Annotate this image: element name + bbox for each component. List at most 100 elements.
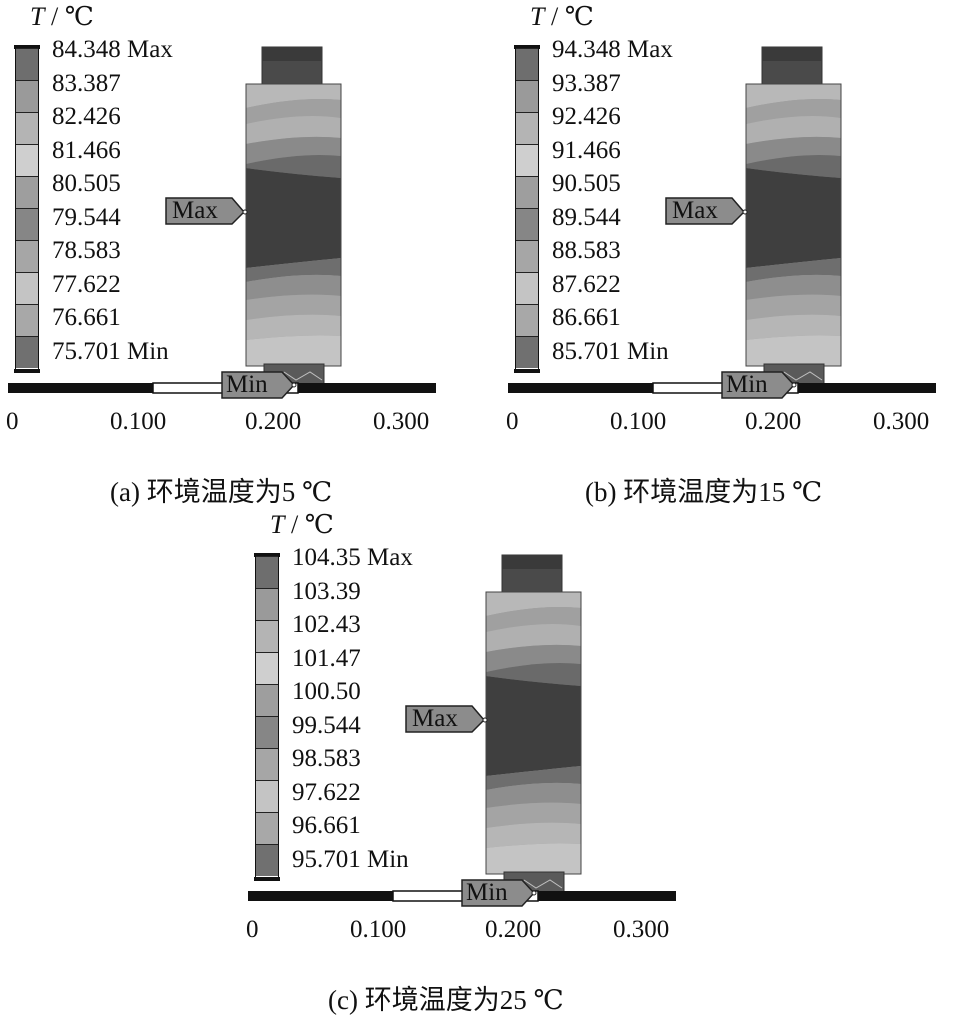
axis-tick-1: 0.100 bbox=[110, 408, 167, 435]
shaft-top-neck-dark bbox=[262, 47, 322, 61]
legend-band-4 bbox=[256, 684, 278, 716]
legend-label-1: 103.39 bbox=[292, 577, 361, 605]
legend-label-1: 93.387 bbox=[552, 69, 621, 97]
legend-band-8 bbox=[256, 812, 278, 844]
legend-cap-top bbox=[254, 553, 280, 557]
legend-label-7: 97.622 bbox=[292, 778, 361, 806]
legend-band-8 bbox=[16, 304, 38, 336]
min-callout-label: Min bbox=[226, 371, 268, 398]
legend-label-5: 89.544 bbox=[552, 203, 621, 231]
shaft-body bbox=[245, 83, 342, 367]
axis-tick-1: 0.100 bbox=[350, 916, 407, 943]
shaft-contour bbox=[508, 46, 936, 399]
legend-cap-bottom bbox=[14, 369, 40, 373]
legend-label-3: 91.466 bbox=[552, 136, 621, 164]
unit-label: T / ℃ bbox=[530, 2, 594, 32]
axis-tick-0: 0 bbox=[6, 408, 19, 435]
legend-cap-top bbox=[514, 45, 540, 49]
max-callout bbox=[405, 705, 488, 733]
legend-band-6 bbox=[256, 748, 278, 780]
legend-band-3 bbox=[256, 652, 278, 684]
min-callout bbox=[461, 879, 537, 907]
legend-label-9: 95.701 Min bbox=[292, 845, 409, 873]
legend-band-3 bbox=[516, 144, 538, 176]
legend-band-4 bbox=[16, 176, 38, 208]
legend-band-4 bbox=[516, 176, 538, 208]
axis-tick-1: 0.100 bbox=[610, 408, 667, 435]
legend-band-5 bbox=[516, 208, 538, 240]
legend-band-7 bbox=[256, 780, 278, 812]
legend-band-1 bbox=[16, 80, 38, 112]
unit-label: T / ℃ bbox=[30, 2, 94, 32]
legend-label-9: 85.701 Min bbox=[552, 337, 669, 365]
axis-tick-3: 0.300 bbox=[613, 916, 670, 943]
max-callout bbox=[665, 197, 748, 225]
legend-band-2 bbox=[16, 112, 38, 144]
min-callout bbox=[221, 371, 297, 399]
legend-label-4: 90.505 bbox=[552, 170, 621, 197]
legend-label-5: 79.544 bbox=[52, 203, 121, 231]
legend-label-7: 77.622 bbox=[52, 270, 121, 298]
legend-label-6: 98.583 bbox=[292, 745, 361, 772]
axis-tick-2: 0.200 bbox=[745, 408, 802, 435]
axis-tick-2: 0.200 bbox=[485, 916, 542, 943]
max-callout-label: Max bbox=[172, 197, 218, 224]
axis-tick-3: 0.300 bbox=[873, 408, 930, 435]
legend-band-8 bbox=[516, 304, 538, 336]
legend-band-6 bbox=[16, 240, 38, 272]
legend-label-8: 96.661 bbox=[292, 812, 361, 839]
legend-band-2 bbox=[256, 620, 278, 652]
legend-band-0 bbox=[256, 556, 278, 588]
legend-band-9 bbox=[256, 844, 278, 876]
legend-label-1: 83.387 bbox=[52, 69, 121, 97]
legend-band-5 bbox=[256, 716, 278, 748]
legend-band-1 bbox=[256, 588, 278, 620]
legend-cap-top bbox=[14, 45, 40, 49]
unit-label: T / ℃ bbox=[270, 510, 334, 540]
unit-text: / ℃ bbox=[544, 2, 594, 31]
legend-label-3: 101.47 bbox=[292, 644, 361, 672]
legend-label-8: 86.661 bbox=[552, 304, 621, 331]
legend-cap-bottom bbox=[254, 877, 280, 881]
shaft-top-neck-dark bbox=[762, 47, 822, 61]
shaft-body bbox=[745, 83, 842, 367]
axis-tick-2: 0.200 bbox=[245, 408, 302, 435]
legend-label-5: 99.544 bbox=[292, 711, 361, 739]
unit-text: / ℃ bbox=[44, 2, 94, 31]
shaft-contour bbox=[248, 554, 676, 907]
temperature-panel-a: T / ℃ bbox=[0, 0, 460, 507]
shaft-top-neck-dark bbox=[502, 555, 562, 569]
legend-label-0: 84.348 Max bbox=[52, 36, 173, 63]
legend-band-0 bbox=[516, 48, 538, 80]
legend-cap-bottom bbox=[514, 369, 540, 373]
color-legend bbox=[14, 45, 40, 373]
legend-band-2 bbox=[516, 112, 538, 144]
min-callout bbox=[721, 371, 797, 399]
legend-band-9 bbox=[516, 336, 538, 368]
legend-label-0: 104.35 Max bbox=[292, 544, 413, 571]
legend-label-4: 80.505 bbox=[52, 170, 121, 197]
axis-tick-3: 0.300 bbox=[373, 408, 430, 435]
color-legend bbox=[254, 553, 280, 881]
max-callout bbox=[165, 197, 248, 225]
panel-caption: (c) 环境温度为25 ℃ bbox=[328, 985, 564, 1015]
unit-symbol: T bbox=[270, 510, 285, 539]
legend-label-4: 100.50 bbox=[292, 678, 361, 705]
axis-tick-0: 0 bbox=[506, 408, 519, 435]
legend-band-6 bbox=[516, 240, 538, 272]
legend-label-6: 88.583 bbox=[552, 237, 621, 264]
legend-label-6: 78.583 bbox=[52, 237, 121, 264]
unit-symbol: T bbox=[30, 2, 45, 31]
temperature-panel-b: T / ℃ bbox=[500, 0, 958, 507]
max-callout-label: Max bbox=[412, 705, 458, 732]
color-legend bbox=[514, 45, 540, 373]
max-callout-label: Max bbox=[672, 197, 718, 224]
panel-caption: (b) 环境温度为15 ℃ bbox=[585, 477, 823, 507]
legend-label-2: 82.426 bbox=[52, 103, 121, 130]
legend-band-1 bbox=[516, 80, 538, 112]
legend-band-5 bbox=[16, 208, 38, 240]
legend-band-0 bbox=[16, 48, 38, 80]
legend-label-0: 94.348 Max bbox=[552, 36, 673, 63]
legend-band-7 bbox=[516, 272, 538, 304]
min-callout-label: Min bbox=[466, 879, 508, 906]
